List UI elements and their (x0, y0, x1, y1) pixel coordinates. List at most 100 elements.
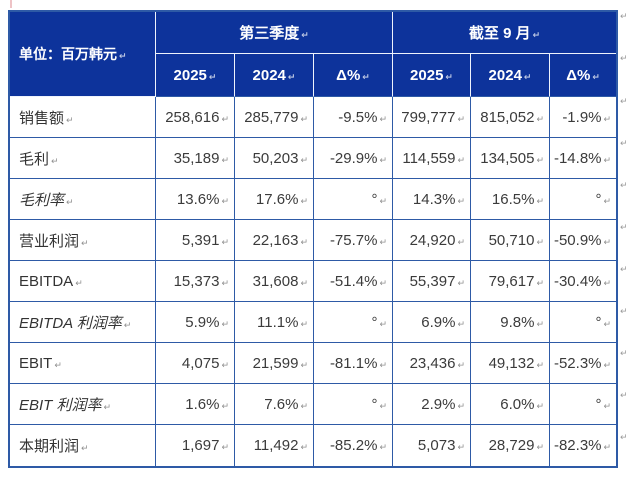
header-group-row: 单位：百万韩元 ↵ 第三季度 ↵ 截至 9 月 ↵ (10, 12, 617, 97)
row-end-mark-icon: ↵ (620, 265, 628, 275)
cell-value: 28,729 ↵ (471, 425, 551, 466)
paragraph-mark-icon: ↵ (208, 72, 217, 83)
cell-value: 14.3% ↵ (393, 179, 472, 220)
table-row: EBITDA 利润率 ↵ 5.9% ↵ 11.1% ↵ ° ↵ 6.9% ↵ 9.8% ↵ … (10, 302, 617, 343)
table-row: 毛利 ↵ 35,189 ↵ 50,203 ↵ -29.9% ↵ 114,559 ↵ 134… (10, 138, 617, 179)
paragraph-mark-icon: ↵ (301, 31, 309, 41)
row-label: 毛利率 ↵ (10, 179, 156, 220)
row-end-mark-icon: ↵ (620, 223, 628, 233)
paragraph-mark-icon: ↵ (536, 278, 545, 289)
paragraph-mark-icon: ↵ (536, 360, 545, 371)
row-end-mark-icon: ↵ (620, 349, 628, 359)
cell-value: 7.6% ↵ (235, 384, 314, 425)
paragraph-mark-icon: ↵ (221, 401, 229, 412)
cell-value: -82.3% ↵ (550, 425, 617, 466)
table-row: EBIT 利润率 ↵ 1.6% ↵ 7.6% ↵ ° ↵ 2.9% ↵ 6.0% ↵ ° ↵ (10, 384, 617, 425)
paragraph-mark-icon: ↵ (54, 360, 62, 371)
paragraph-mark-icon: ↵ (300, 360, 308, 371)
paragraph-mark-icon: ↵ (457, 401, 466, 412)
cell-value: 49,132 ↵ (471, 343, 551, 384)
row-label: 本期利润 ↵ (10, 425, 156, 466)
cell-value: 23,436 ↵ (393, 343, 472, 384)
paragraph-mark-icon: ↵ (221, 319, 229, 330)
table-row: 营业利润 ↵ 5,391 ↵ 22,163 ↵ -75.7% ↵ 24,920 ↵ 50,… (10, 220, 617, 261)
paragraph-mark-icon: ↵ (536, 319, 545, 330)
col-header-q3-2024: 2024 ↵ (235, 54, 314, 97)
row-end-mark-icon: ↵ (620, 181, 628, 191)
cell-value: 31,608 ↵ (235, 261, 314, 302)
cell-value: ° ↵ (314, 302, 394, 343)
document-canvas: 单位：百万韩元 ↵ 第三季度 ↵ 截至 9 月 ↵ 2025 ↵ 2024 ↵ Δ% ↵ 2… (8, 0, 628, 468)
cell-value: 6.9% ↵ (393, 302, 472, 343)
col-header-q3-delta: Δ% ↵ (314, 54, 394, 97)
paragraph-mark-icon: ↵ (445, 72, 453, 83)
cell-value: 13.6% ↵ (156, 179, 235, 220)
table-row: 毛利率 ↵ 13.6% ↵ 17.6% ↵ ° ↵ 14.3% ↵ 16.5% ↵ ° ↵ (10, 179, 617, 220)
paragraph-mark-icon: ↵ (379, 443, 388, 453)
paragraph-mark-icon: ↵ (603, 196, 612, 207)
header-sub-row: 2025 ↵ 2024 ↵ Δ% ↵ 2025 ↵ 2024 ↵ Δ% ↵ (10, 54, 617, 97)
cell-value: -29.9% ↵ (314, 138, 394, 179)
paragraph-mark-icon: ↵ (603, 237, 612, 248)
paragraph-mark-icon: ↵ (300, 237, 308, 248)
cell-value: ° ↵ (550, 302, 617, 343)
paragraph-mark-icon: ↵ (221, 237, 229, 248)
row-label: EBITDA ↵ (10, 261, 156, 302)
cell-value: 5.9% ↵ (156, 302, 235, 343)
cell-value: 2.9% ↵ (393, 384, 472, 425)
cell-value: -81.1% ↵ (314, 343, 394, 384)
paragraph-mark-icon: ↵ (603, 155, 612, 166)
financial-table: 单位：百万韩元 ↵ 第三季度 ↵ 截至 9 月 ↵ 2025 ↵ 2024 ↵ Δ% ↵ 2… (8, 10, 619, 468)
cell-value: 799,777 ↵ (393, 97, 472, 138)
paragraph-mark-icon: ↵ (379, 114, 388, 125)
group-header-q3: 第三季度 ↵ (156, 12, 394, 54)
paragraph-mark-icon: ↵ (536, 401, 545, 412)
row-end-marks: ↵ ↵ ↵ ↵ ↵ ↵ ↵ ↵ ↵ ↵ ↵ (620, 10, 640, 490)
paragraph-mark-icon: ↵ (536, 196, 545, 207)
paragraph-mark-icon: ↵ (457, 196, 466, 207)
paragraph-mark-icon: ↵ (457, 237, 466, 248)
row-label: 营业利润 ↵ (10, 220, 156, 261)
paragraph-mark-icon: ↵ (66, 197, 74, 208)
cell-value: 258,616 ↵ (156, 97, 235, 138)
paragraph-mark-icon: ↵ (362, 72, 370, 83)
paragraph-mark-icon: ↵ (221, 155, 229, 166)
paragraph-mark-icon: ↵ (123, 320, 132, 331)
paragraph-mark-icon: ↵ (300, 319, 308, 330)
paragraph-mark-icon: ↵ (457, 319, 466, 330)
cell-value: -51.4% ↵ (314, 261, 394, 302)
paragraph-mark-icon: ↵ (103, 402, 112, 413)
cursor-artifact (10, 0, 12, 8)
paragraph-mark-icon: ↵ (221, 443, 229, 453)
cell-value: ° ↵ (550, 384, 617, 425)
paragraph-mark-icon: ↵ (221, 278, 229, 289)
paragraph-mark-icon: ↵ (603, 114, 612, 125)
table-row: 本期利润 ↵ 1,697 ↵ 11,492 ↵ -85.2% ↵ 5,073 ↵ 28,7… (10, 425, 617, 466)
unit-label-cell: 单位：百万韩元 ↵ (10, 12, 156, 97)
paragraph-mark-icon: ↵ (592, 72, 600, 83)
col-header-ytd-delta: Δ% ↵ (550, 54, 617, 97)
cell-value: 17.6% ↵ (235, 179, 314, 220)
cell-value: -52.3% ↵ (550, 343, 617, 384)
paragraph-mark-icon: ↵ (457, 155, 466, 166)
paragraph-mark-icon: ↵ (379, 360, 388, 371)
paragraph-mark-icon: ↵ (221, 114, 229, 125)
paragraph-mark-icon: ↵ (536, 114, 545, 125)
cell-value: 22,163 ↵ (235, 220, 314, 261)
cell-value: 9.8% ↵ (471, 302, 551, 343)
paragraph-mark-icon: ↵ (221, 196, 229, 207)
row-end-mark-icon: ↵ (620, 139, 628, 149)
table-row: EBIT ↵ 4,075 ↵ 21,599 ↵ -81.1% ↵ 23,436 ↵ 49,… (10, 343, 617, 384)
cell-value: 815,052 ↵ (471, 97, 551, 138)
cell-value: -1.9% ↵ (550, 97, 617, 138)
paragraph-mark-icon: ↵ (75, 278, 83, 289)
paragraph-mark-icon: ↵ (81, 238, 89, 249)
cell-value: 1.6% ↵ (156, 384, 235, 425)
cell-value: 4,075 ↵ (156, 343, 235, 384)
paragraph-mark-icon: ↵ (300, 278, 308, 289)
paragraph-mark-icon: ↵ (457, 278, 466, 289)
paragraph-mark-icon: ↵ (300, 443, 308, 453)
cell-value: ° ↵ (314, 384, 394, 425)
row-end-mark-icon: ↵ (620, 433, 628, 443)
paragraph-mark-icon: ↵ (536, 443, 545, 453)
